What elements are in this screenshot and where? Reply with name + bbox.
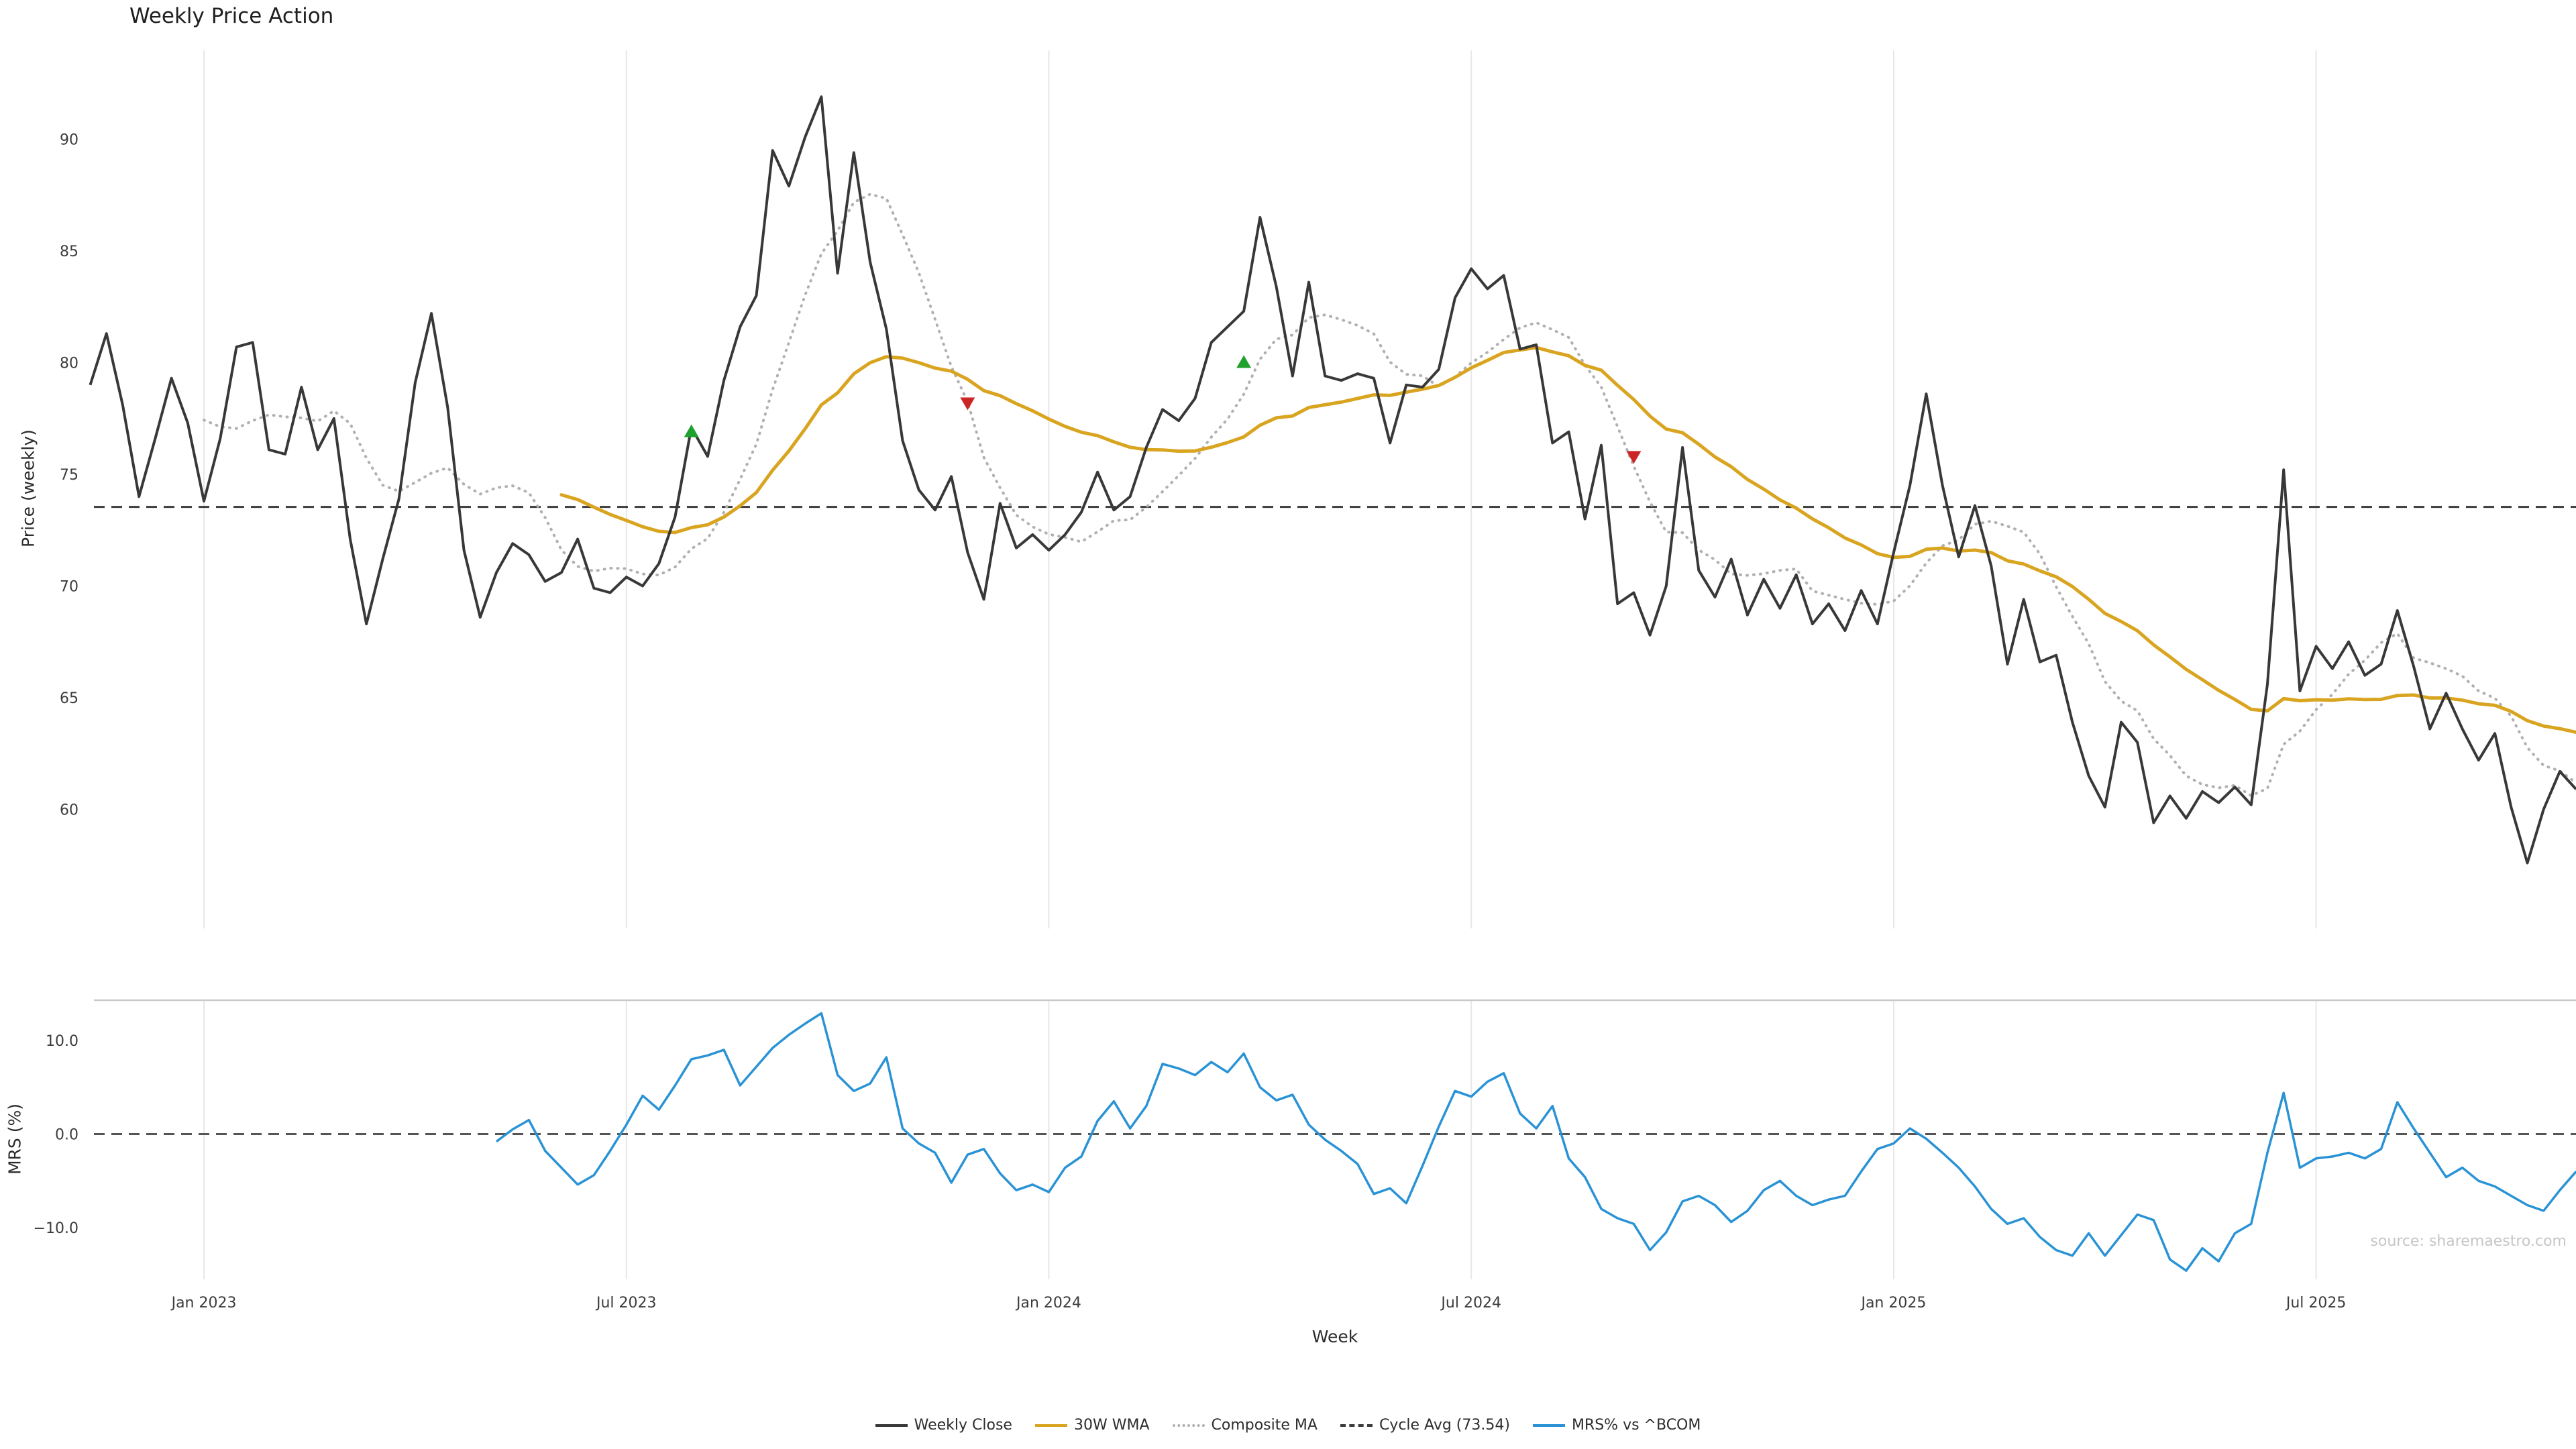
- price-tick-label: 65: [60, 690, 78, 707]
- chart-legend: Weekly Close 30W WMA Composite MA Cycle Avg…: [0, 1417, 2576, 1434]
- composite-ma-line: [203, 193, 2576, 798]
- x-tick-label: Jan 2024: [1015, 1295, 1081, 1311]
- legend-swatch-mrs-vs-bcom: [1532, 1424, 1565, 1427]
- mrs-tick-label: 0.0: [55, 1127, 78, 1144]
- chart-title: Weekly Price Action: [129, 4, 334, 28]
- legend-label-composite-ma: Composite MA: [1211, 1417, 1318, 1434]
- legend-item-mrs-vs-bcom: MRS% vs ^BCOM: [1532, 1417, 1701, 1434]
- source-watermark: source: sharemaestro.com: [2370, 1233, 2567, 1250]
- x-axis-title: Week: [1311, 1327, 1358, 1346]
- buy-signal-marker: [1236, 355, 1252, 368]
- legend-item-composite-ma: Composite MA: [1172, 1417, 1318, 1434]
- x-tick-label: Jan 2023: [170, 1295, 237, 1311]
- sell-signal-marker: [960, 397, 975, 411]
- sell-signal-marker: [1626, 451, 1642, 464]
- price-tick-label: 80: [60, 356, 78, 372]
- x-tick-label: Jul 2025: [2285, 1295, 2347, 1311]
- mrs-line: [495, 1012, 2576, 1272]
- legend-swatch-composite-ma: [1172, 1424, 1205, 1427]
- price-axis-title: Price (weekly): [18, 429, 38, 547]
- buy-signal-marker: [684, 424, 699, 437]
- legend-swatch-weekly-close: [875, 1424, 908, 1427]
- legend-label-weekly-close: Weekly Close: [914, 1417, 1012, 1434]
- mrs-axis-title: MRS (%): [5, 1103, 25, 1175]
- legend-item-weekly-close: Weekly Close: [875, 1417, 1012, 1434]
- wma-30w-line: [559, 345, 2576, 735]
- legend-swatch-cycle-avg-73-54: [1340, 1424, 1373, 1427]
- legend-item-cycle-avg-73-54: Cycle Avg (73.54): [1340, 1417, 1510, 1434]
- mrs-tick-label: 10.0: [46, 1033, 78, 1050]
- legend-label-30w-wma: 30W WMA: [1073, 1417, 1150, 1434]
- legend-label-cycle-avg-73-54: Cycle Avg (73.54): [1379, 1417, 1510, 1434]
- price-tick-label: 70: [60, 579, 78, 596]
- x-tick-label: Jul 2024: [1440, 1295, 1501, 1311]
- price-tick-label: 90: [60, 132, 78, 149]
- legend-swatch-30w-wma: [1034, 1424, 1067, 1427]
- price-tick-label: 60: [60, 802, 78, 819]
- legend-label-mrs-vs-bcom: MRS% vs ^BCOM: [1571, 1417, 1701, 1434]
- mrs-tick-label: −10.0: [34, 1220, 78, 1237]
- price-tick-label: 85: [60, 244, 78, 260]
- x-tick-label: Jul 2023: [595, 1295, 657, 1311]
- weekly-close-line: [89, 95, 2576, 865]
- x-tick-label: Jan 2025: [1860, 1295, 1926, 1311]
- legend-item-30w-wma: 30W WMA: [1034, 1417, 1150, 1434]
- price-tick-label: 75: [60, 467, 78, 484]
